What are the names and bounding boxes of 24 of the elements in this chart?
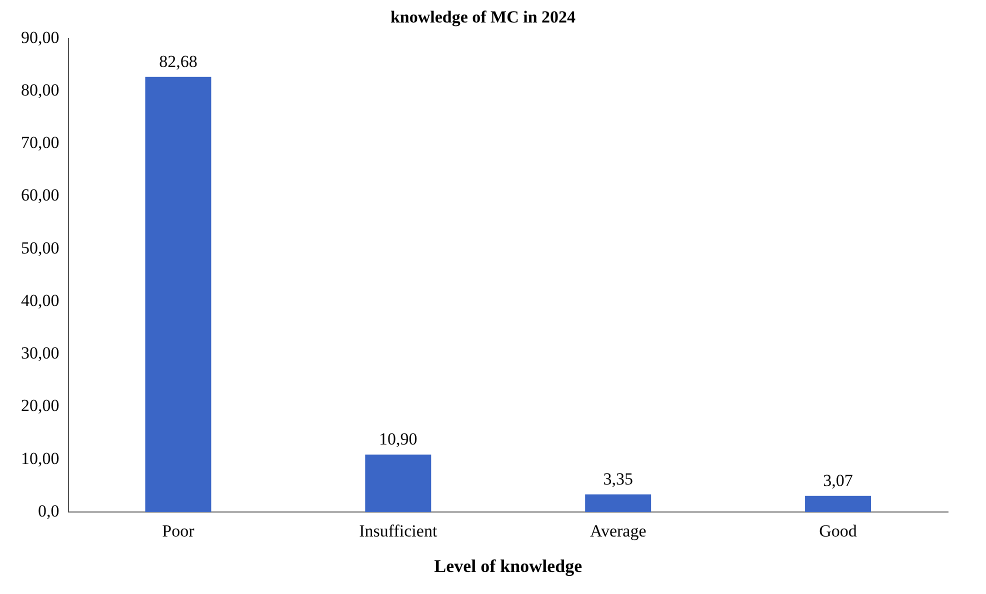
bar	[365, 454, 432, 512]
x-tick-label: Insufficient	[359, 522, 438, 541]
x-axis-title: Level of knowledge	[434, 556, 582, 576]
bar	[585, 494, 652, 512]
y-tick-label: 60,00	[21, 186, 60, 205]
x-tick-label: Average	[590, 522, 646, 541]
chart-title: knowledge of MC in 2024	[390, 8, 576, 27]
data-label: 3,07	[823, 470, 854, 490]
y-tick-label: 20,00	[21, 396, 60, 416]
y-tick-label: 30,00	[21, 344, 60, 363]
data-label: 82,68	[159, 52, 198, 71]
x-tick-label: Poor	[162, 522, 195, 541]
bar	[805, 496, 872, 512]
y-tick-label: 0,0	[38, 501, 60, 520]
bar	[145, 76, 212, 512]
y-tick-label: 80,00	[21, 80, 60, 100]
y-tick-label: 50,00	[21, 238, 60, 258]
y-tick-label: 40,00	[21, 290, 60, 310]
y-tick-label: 10,00	[21, 448, 60, 468]
x-tick-label: Good	[819, 522, 858, 541]
data-label: 10,90	[379, 430, 418, 449]
data-label: 3,35	[603, 469, 633, 488]
y-tick-label: 90,00	[21, 28, 60, 47]
y-tick-label: 70,00	[21, 133, 60, 152]
